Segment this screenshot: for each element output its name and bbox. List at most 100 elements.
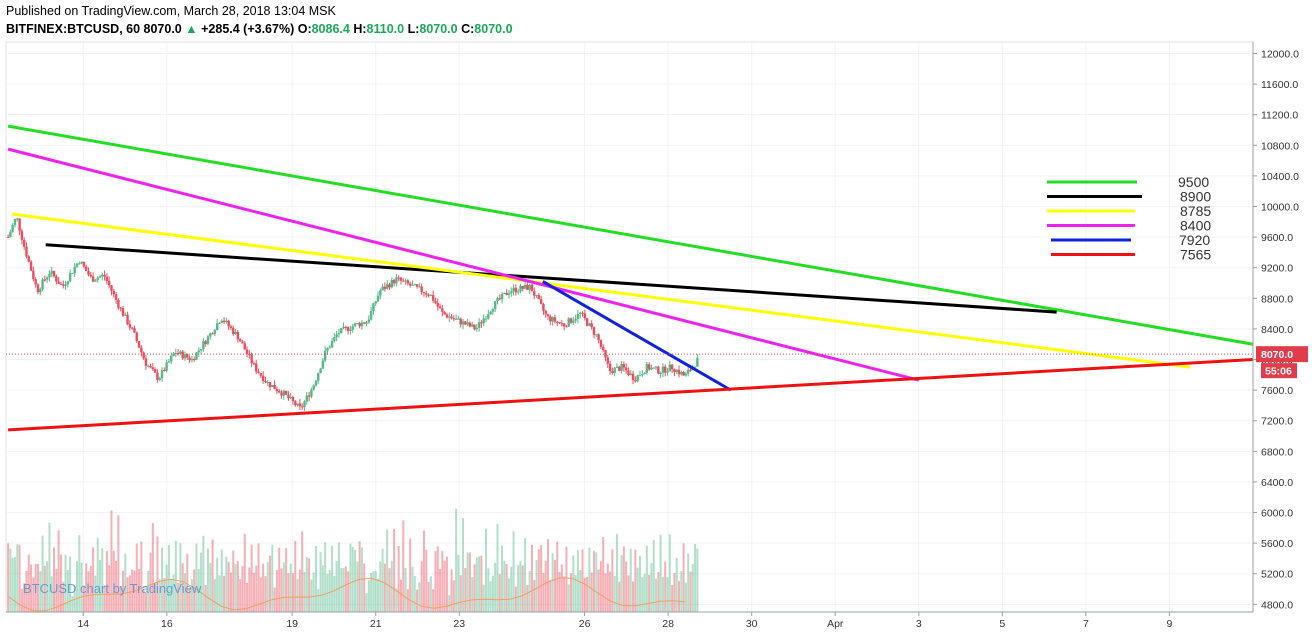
volume-bar <box>50 576 53 612</box>
volume-bar <box>121 570 124 612</box>
trendline-8400[interactable] <box>7 147 920 382</box>
candle-body <box>544 310 547 315</box>
candle-body <box>590 323 593 328</box>
candle-body <box>413 284 416 286</box>
symbol-info-line: BITFINEX:BTCUSD, 60 8070.0 ▲ +285.4 (+3.… <box>6 22 513 36</box>
volume-bar <box>489 581 492 612</box>
trendlines[interactable] <box>7 124 1254 432</box>
volume-bar <box>620 555 623 612</box>
candle-body <box>96 277 99 281</box>
price-tick-label: 11200.0 <box>1261 110 1298 122</box>
candle-body <box>353 323 357 327</box>
volume-bar <box>211 539 214 612</box>
candle-body <box>170 355 173 362</box>
candle-body <box>613 367 616 374</box>
candle-body <box>278 391 281 393</box>
candle-body <box>160 370 164 379</box>
volume-bar <box>659 534 662 612</box>
low-label: L: <box>407 22 420 36</box>
volume-bar <box>186 553 189 612</box>
volume-bar <box>512 531 515 612</box>
trendline-7920[interactable] <box>542 280 732 392</box>
volume-bar <box>434 551 437 612</box>
volume-bar <box>381 548 384 612</box>
candle-body <box>156 372 159 380</box>
trendline-8900[interactable] <box>45 243 1057 314</box>
volume-bar <box>668 534 671 612</box>
trendline-7565[interactable] <box>8 358 1254 432</box>
volume-bar <box>507 578 510 612</box>
trendline-9500[interactable] <box>7 124 1254 346</box>
volume-bar <box>23 583 26 612</box>
volume-bar <box>519 560 522 612</box>
candle-body <box>622 364 626 368</box>
volume-bar <box>252 572 255 612</box>
candle-body <box>363 322 366 324</box>
volume-bar <box>190 579 193 612</box>
candle-body <box>94 280 97 282</box>
volume-bar <box>537 549 540 612</box>
volume-bar <box>471 577 474 612</box>
volume-bar <box>586 576 589 612</box>
volume-bar <box>71 596 74 612</box>
volume-bar <box>673 572 676 612</box>
volume-bar <box>115 560 118 612</box>
candle-body <box>583 313 587 319</box>
candle-body <box>686 369 690 374</box>
price-axis[interactable]: 4800.0 5200.0 5600.0 6000.0 6400.0 6800.0 7200… <box>6 42 1308 612</box>
candle-body <box>581 312 584 314</box>
candle-body <box>234 332 237 335</box>
volume-bar <box>439 568 442 612</box>
candle-body <box>310 389 313 397</box>
volume-bar <box>397 545 400 612</box>
time-axis[interactable]: 14 16 19 21 23 26 28 30 Apr 3 5 7 9 <box>6 611 1253 630</box>
volume-bar <box>165 564 168 612</box>
candle-body <box>85 266 88 272</box>
candle-body <box>592 327 596 335</box>
candle-body <box>190 358 194 361</box>
candle-body <box>211 333 214 335</box>
candle-body <box>641 374 644 376</box>
volume-bar <box>312 572 315 612</box>
volume-bar <box>671 585 674 612</box>
candle-body <box>41 279 44 290</box>
candle-body <box>183 354 187 359</box>
candle-body <box>18 218 21 231</box>
candle-body <box>167 361 171 363</box>
volume-bar <box>629 548 632 612</box>
candle-body <box>392 279 396 284</box>
candle-body <box>496 298 499 302</box>
candle-body <box>75 263 79 267</box>
volume-bar <box>553 559 556 612</box>
volume-bar <box>595 552 598 612</box>
candle-body <box>259 373 263 376</box>
candle-body <box>344 326 348 328</box>
volume-bar <box>588 547 591 612</box>
volume-bar <box>464 567 467 612</box>
candle-body <box>615 366 619 368</box>
volume-bar <box>36 563 39 612</box>
volume-bar <box>131 569 134 612</box>
symbol-name[interactable]: BITFINEX:BTCUSD, 60 <box>6 22 141 36</box>
candle-body <box>312 385 315 390</box>
candle-body <box>149 365 152 368</box>
candle-body <box>689 369 692 371</box>
volume-bar <box>124 553 127 612</box>
candle-body <box>539 299 543 304</box>
candle-body <box>427 294 430 296</box>
candle-body <box>209 333 212 337</box>
candle-body <box>636 375 639 382</box>
volume-bar <box>105 551 108 612</box>
volume-bar <box>246 582 249 612</box>
tradingview-watermark[interactable]: BTCUSD chart by TradingView <box>23 581 202 596</box>
trendline-8785[interactable] <box>12 212 1191 369</box>
volume-bar <box>48 522 51 612</box>
volume-bar <box>220 549 223 612</box>
candle-body <box>55 276 58 282</box>
candle-body <box>500 293 504 300</box>
candle-body <box>114 294 118 300</box>
volume-bar <box>634 549 637 612</box>
price-tick-label: 5600.0 <box>1261 538 1293 550</box>
volume-bar <box>641 577 644 612</box>
